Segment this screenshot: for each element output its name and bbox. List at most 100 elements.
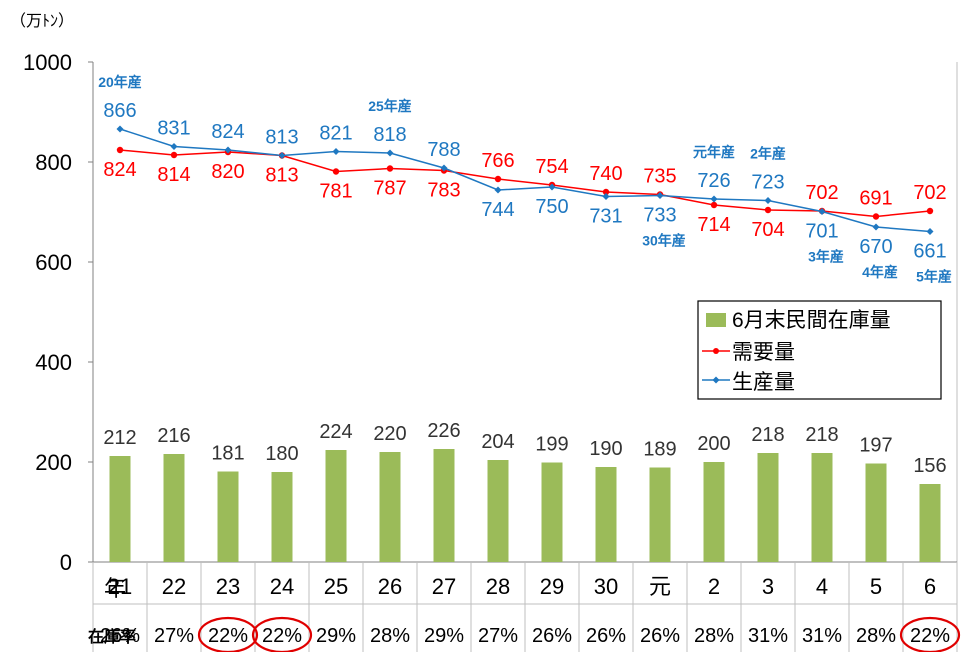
production-point xyxy=(710,195,718,203)
inventory-rate-label: 26% xyxy=(640,625,680,647)
y-tick-label: 0 xyxy=(60,550,72,575)
crop-year-label: 30年産 xyxy=(642,233,686,249)
inventory-bar xyxy=(811,453,833,562)
year-label: 22 xyxy=(162,574,186,599)
production-value-label: 750 xyxy=(535,196,568,218)
demand-value-label: 704 xyxy=(751,219,784,241)
production-value-label: 726 xyxy=(697,170,730,192)
inventory-bar xyxy=(487,460,509,562)
bar-value-label: 212 xyxy=(103,427,136,449)
inventory-rate-label: 22% xyxy=(910,625,950,647)
inventory-bar xyxy=(919,484,941,562)
demand-point xyxy=(602,188,610,196)
crop-year-label: 4年産 xyxy=(862,264,898,280)
production-value-label: 813 xyxy=(265,127,298,149)
production-value-label: 821 xyxy=(319,123,352,145)
demand-point xyxy=(764,206,772,214)
legend-label-inventory: 6月末民間在庫量 xyxy=(732,309,891,332)
demand-value-label: 813 xyxy=(265,165,298,187)
demand-value-label: 766 xyxy=(481,150,514,172)
production-point xyxy=(170,143,178,150)
inventory-rate-label: 26% xyxy=(100,625,140,647)
production-point xyxy=(278,152,286,159)
year-label: 21 xyxy=(108,574,132,599)
crop-year-label: 25年産 xyxy=(368,98,412,114)
inventory-bar xyxy=(433,449,455,562)
year-label: 4 xyxy=(816,574,828,599)
legend-box xyxy=(697,300,942,400)
production-value-label: 744 xyxy=(481,199,514,221)
inventory-rate-label: 29% xyxy=(316,625,356,647)
bar-value-label: 189 xyxy=(643,439,676,461)
production-point xyxy=(602,193,610,200)
bar-value-label: 180 xyxy=(265,443,298,465)
production-value-label: 831 xyxy=(157,118,190,140)
inventory-rate-label: 29% xyxy=(424,625,464,647)
crop-year-label: 2年産 xyxy=(750,146,786,162)
demand-value-label: 735 xyxy=(643,166,676,188)
demand-value-label: 787 xyxy=(373,178,406,200)
bar-value-label: 200 xyxy=(697,433,730,455)
inventory-rate-label: 28% xyxy=(856,625,896,647)
year-label: 28 xyxy=(486,574,510,599)
highlight-circle xyxy=(899,616,961,652)
legend-production-marker xyxy=(712,376,720,384)
demand-value-label: 820 xyxy=(211,161,244,183)
bar-value-label: 220 xyxy=(373,423,406,445)
y-tick-label: 400 xyxy=(35,350,72,375)
year-label: 26 xyxy=(378,574,402,599)
legend-label-demand: 需要量 xyxy=(732,341,795,364)
inventory-bar xyxy=(109,456,131,562)
inventory-bar xyxy=(163,454,185,562)
year-label: 29 xyxy=(540,574,564,599)
inventory-bar xyxy=(595,467,617,562)
inventory-bar xyxy=(325,450,347,562)
demand-line xyxy=(119,149,931,218)
demand-value-label: 814 xyxy=(157,164,190,186)
inventory-bar xyxy=(649,467,671,562)
inventory-bar xyxy=(865,463,887,562)
production-point xyxy=(548,183,556,191)
production-point xyxy=(494,186,502,194)
bar-value-label: 224 xyxy=(319,421,352,443)
bar-value-label: 181 xyxy=(211,443,244,465)
production-point xyxy=(440,164,448,172)
year-label: 5 xyxy=(870,574,882,599)
inventory-rate-label: 22% xyxy=(262,625,302,647)
legend-bar-swatch xyxy=(706,313,726,327)
inventory-rate-label: 31% xyxy=(748,625,788,647)
rate-row-header: 在庫率 xyxy=(88,627,136,646)
production-value-label: 788 xyxy=(427,139,460,161)
production-point xyxy=(332,148,340,155)
demand-value-label: 781 xyxy=(319,181,352,203)
bar-value-label: 156 xyxy=(913,455,946,477)
demand-point xyxy=(494,175,502,183)
production-line xyxy=(119,128,931,233)
inventory-rate-label: 27% xyxy=(478,625,518,647)
year-label: 24 xyxy=(270,574,294,599)
production-point xyxy=(224,146,232,154)
year-label: 27 xyxy=(432,574,456,599)
demand-value-label: 754 xyxy=(535,156,568,178)
production-value-label: 731 xyxy=(589,206,622,228)
inventory-rate-label: 26% xyxy=(532,625,572,647)
bar-value-label: 204 xyxy=(481,431,514,453)
production-point xyxy=(764,197,772,204)
inventory-rate-label: 27% xyxy=(154,625,194,647)
bar-value-label: 216 xyxy=(157,425,190,447)
inventory-bar xyxy=(271,472,293,562)
inventory-rate-label: 22% xyxy=(208,625,248,647)
year-label: 2 xyxy=(708,574,720,599)
bar-value-label: 190 xyxy=(589,438,622,460)
year-label: 25 xyxy=(324,574,348,599)
production-point xyxy=(386,149,394,157)
highlight-circle xyxy=(197,616,259,652)
unit-label: （万ﾄﾝ） xyxy=(10,12,74,30)
crop-year-label: 元年産 xyxy=(693,144,735,160)
demand-value-label: 714 xyxy=(697,214,730,236)
y-tick-label: 600 xyxy=(35,250,72,275)
crop-year-label: 20年産 xyxy=(98,74,142,90)
legend-demand-marker xyxy=(713,348,719,354)
production-value-label: 701 xyxy=(805,221,838,243)
